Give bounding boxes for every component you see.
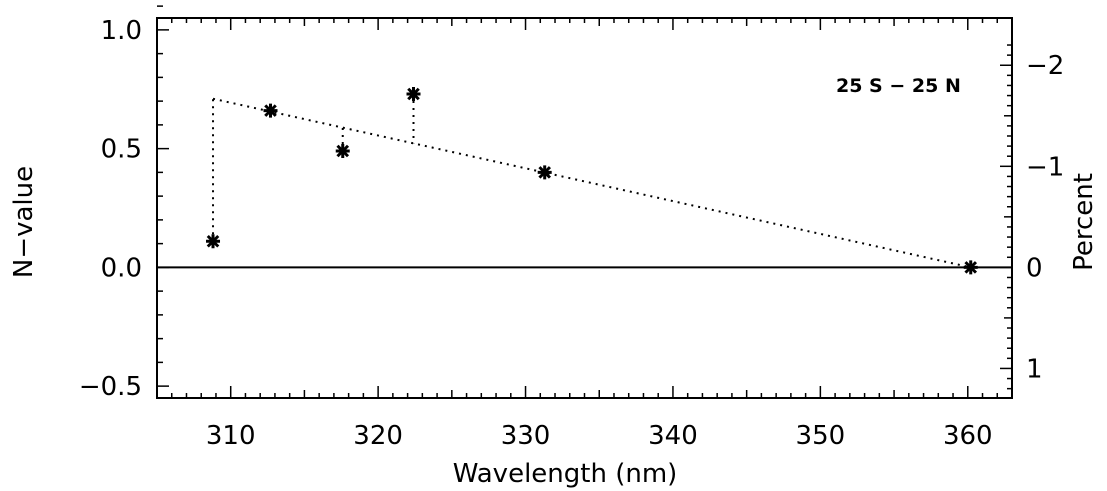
marks-layer <box>157 87 1012 275</box>
point-star-stroke <box>264 104 277 117</box>
x-tick-label: 320 <box>353 421 403 451</box>
y-axis-title: N−value <box>9 166 39 278</box>
data-point <box>263 103 278 118</box>
y2-tick-label: −2 <box>1026 51 1064 81</box>
point-star-stroke <box>336 144 350 158</box>
data-point <box>537 165 552 180</box>
y2-tick-label: 1 <box>1026 354 1043 384</box>
y-tick-label: 0.0 <box>101 253 142 283</box>
x-tick-label: 330 <box>501 421 551 451</box>
x-tick-label: 350 <box>796 421 846 451</box>
y-tick-label: −0.5 <box>79 372 142 402</box>
x-tick-label: 360 <box>943 421 993 451</box>
point-star-stroke <box>206 234 220 248</box>
y2-tick-label: −1 <box>1026 152 1064 182</box>
y-tick-label: 1.0 <box>101 16 142 46</box>
y2-tick-label: 0 <box>1026 253 1043 283</box>
x-tick-label: 340 <box>648 421 698 451</box>
y-tick-label: 0.5 <box>101 135 142 165</box>
point-star-stroke <box>538 166 552 179</box>
data-point <box>963 260 978 275</box>
region-annotation: 25 S − 25 N <box>836 75 961 97</box>
y2-axis-title: Percent <box>1069 173 1099 271</box>
x-tick-label: 310 <box>206 421 256 451</box>
data-point <box>406 87 421 101</box>
point-star-stroke <box>964 261 978 274</box>
data-point <box>206 234 221 249</box>
point-star-stroke <box>407 87 420 101</box>
fit-line <box>212 97 971 269</box>
data-point <box>335 144 350 158</box>
axes-layer: 310 320 330 340 350 360 −0.5 0.0 0.5 1.0 −2 −1 0 1 <box>79 5 1064 451</box>
x-axis-title: Wavelength (nm) <box>453 459 678 489</box>
